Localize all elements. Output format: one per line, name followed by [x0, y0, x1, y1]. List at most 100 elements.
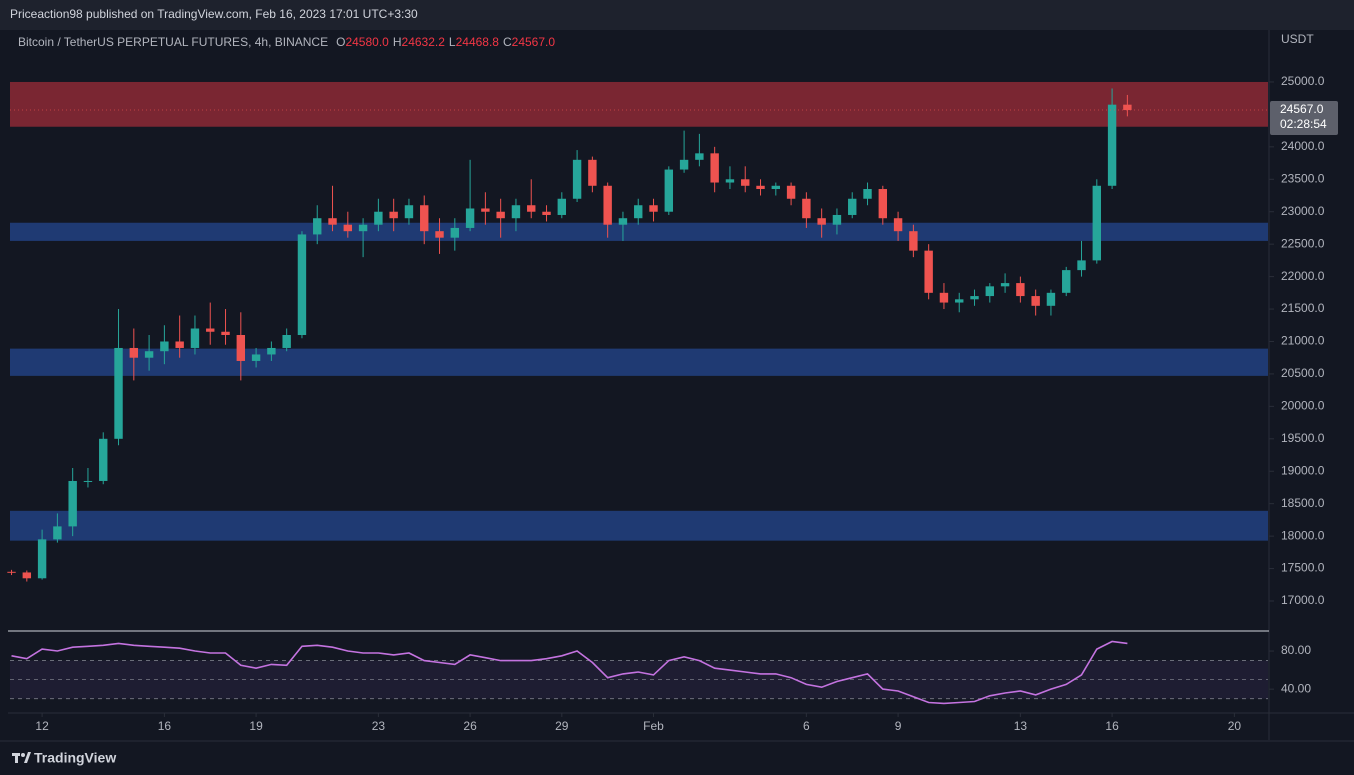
candle-body	[511, 205, 521, 219]
x-tick-label: Feb	[643, 719, 664, 733]
candle-body	[955, 299, 964, 303]
candle-body	[878, 189, 888, 219]
x-tick-label: 26	[463, 719, 477, 733]
candle-body	[756, 185, 765, 190]
candle-body	[1092, 185, 1102, 261]
candle-body	[7, 571, 16, 573]
candle-body	[358, 224, 368, 232]
candle-body	[924, 250, 933, 293]
zone	[10, 348, 1268, 376]
y-tick-label: 22000.0	[1281, 269, 1325, 283]
candle-body	[1046, 292, 1056, 306]
candle-body	[710, 153, 719, 183]
publisher: Priceaction98 published on TradingView.c…	[10, 7, 418, 21]
ohlc-key: O	[336, 35, 345, 49]
candle-body	[22, 572, 32, 579]
candle-body	[435, 231, 444, 238]
x-tick-label: 6	[803, 719, 810, 733]
x-tick-label: 12	[35, 719, 49, 733]
candle-body	[160, 341, 169, 352]
candle-body	[420, 205, 429, 232]
candle-body	[99, 438, 108, 481]
candle-body	[175, 341, 184, 348]
x-tick-label: 20	[1228, 719, 1242, 733]
candle-body	[481, 208, 490, 212]
candle-body	[206, 328, 215, 332]
header-bar	[0, 0, 1354, 30]
candle-body	[83, 480, 93, 482]
zone	[10, 510, 1268, 541]
candle-body	[1016, 283, 1025, 297]
y-tick-label: 80.00	[1281, 643, 1311, 657]
x-tick-label: 23	[372, 719, 386, 733]
candle-body	[649, 205, 658, 212]
candle-body	[313, 218, 322, 235]
candle-body	[37, 539, 47, 579]
x-tick-label: 19	[249, 719, 263, 733]
candle-body	[1077, 260, 1086, 271]
candle-body	[634, 205, 643, 219]
candle-body	[588, 159, 597, 186]
ohlc-value: 24632.2	[402, 35, 446, 49]
candle-body	[741, 179, 750, 186]
candle-body	[542, 211, 551, 215]
candle-body	[1031, 296, 1040, 306]
candle-body	[404, 205, 414, 219]
candle-body	[450, 227, 460, 238]
candle-body	[893, 218, 903, 232]
candle-body	[695, 153, 704, 160]
candle-body	[221, 331, 230, 335]
candle-body	[786, 185, 796, 199]
y-tick-label: 17500.0	[1281, 561, 1325, 575]
candle-body	[832, 214, 842, 225]
x-tick-label: 13	[1014, 719, 1028, 733]
candle-body	[236, 334, 246, 361]
y-tick-label: 19500.0	[1281, 431, 1325, 445]
y-tick-label: 23000.0	[1281, 204, 1325, 218]
ohlc-value: 24468.8	[456, 35, 500, 49]
x-tick-label: 9	[895, 719, 902, 733]
legend-row: Bitcoin / TetherUS PERPETUAL FUTURES, 4h…	[18, 35, 555, 49]
candle-body	[144, 351, 154, 358]
candle-body	[1062, 270, 1071, 293]
candle-body	[53, 526, 62, 540]
logo-icon	[12, 752, 31, 763]
candle-body	[297, 234, 307, 335]
candle-body	[282, 334, 291, 348]
ohlc-key: C	[503, 35, 512, 49]
candle-body	[939, 292, 949, 303]
logo-text: TradingView	[34, 750, 116, 766]
candle-body	[251, 354, 261, 361]
candle-body	[848, 198, 857, 215]
candle-body	[343, 224, 353, 232]
ohlc-value: 24567.0	[512, 35, 556, 49]
candle-body	[389, 211, 398, 219]
candle-body	[771, 185, 781, 190]
x-tick-label: 16	[1105, 719, 1119, 733]
y-tick-label: 17000.0	[1281, 593, 1325, 607]
ohlc-key: H	[393, 35, 402, 49]
candle-body	[572, 159, 582, 199]
candle-body	[679, 159, 689, 170]
candle-body	[985, 286, 995, 297]
y-tick-label: 22500.0	[1281, 236, 1325, 250]
y-tick-label: 19000.0	[1281, 463, 1325, 477]
y-tick-label: 18500.0	[1281, 496, 1325, 510]
candle-body	[68, 480, 77, 527]
candle-body	[267, 347, 276, 355]
y-tick-label: 21000.0	[1281, 334, 1325, 348]
candle-body	[527, 205, 536, 212]
y-tick-label: 23500.0	[1281, 171, 1325, 185]
candle-body	[1123, 104, 1132, 111]
last-price-label: 24567.0	[1280, 102, 1324, 116]
candle-body	[465, 208, 475, 228]
rsi-line	[11, 640, 1128, 705]
symbol-title: Bitcoin / TetherUS PERPETUAL FUTURES, 4h…	[18, 35, 328, 49]
candle-body	[328, 218, 337, 225]
y-tick-label: 20000.0	[1281, 399, 1325, 413]
candle-body	[496, 211, 505, 219]
candle-body	[618, 218, 628, 225]
candle-body	[909, 231, 918, 251]
candle-body	[1107, 104, 1117, 186]
